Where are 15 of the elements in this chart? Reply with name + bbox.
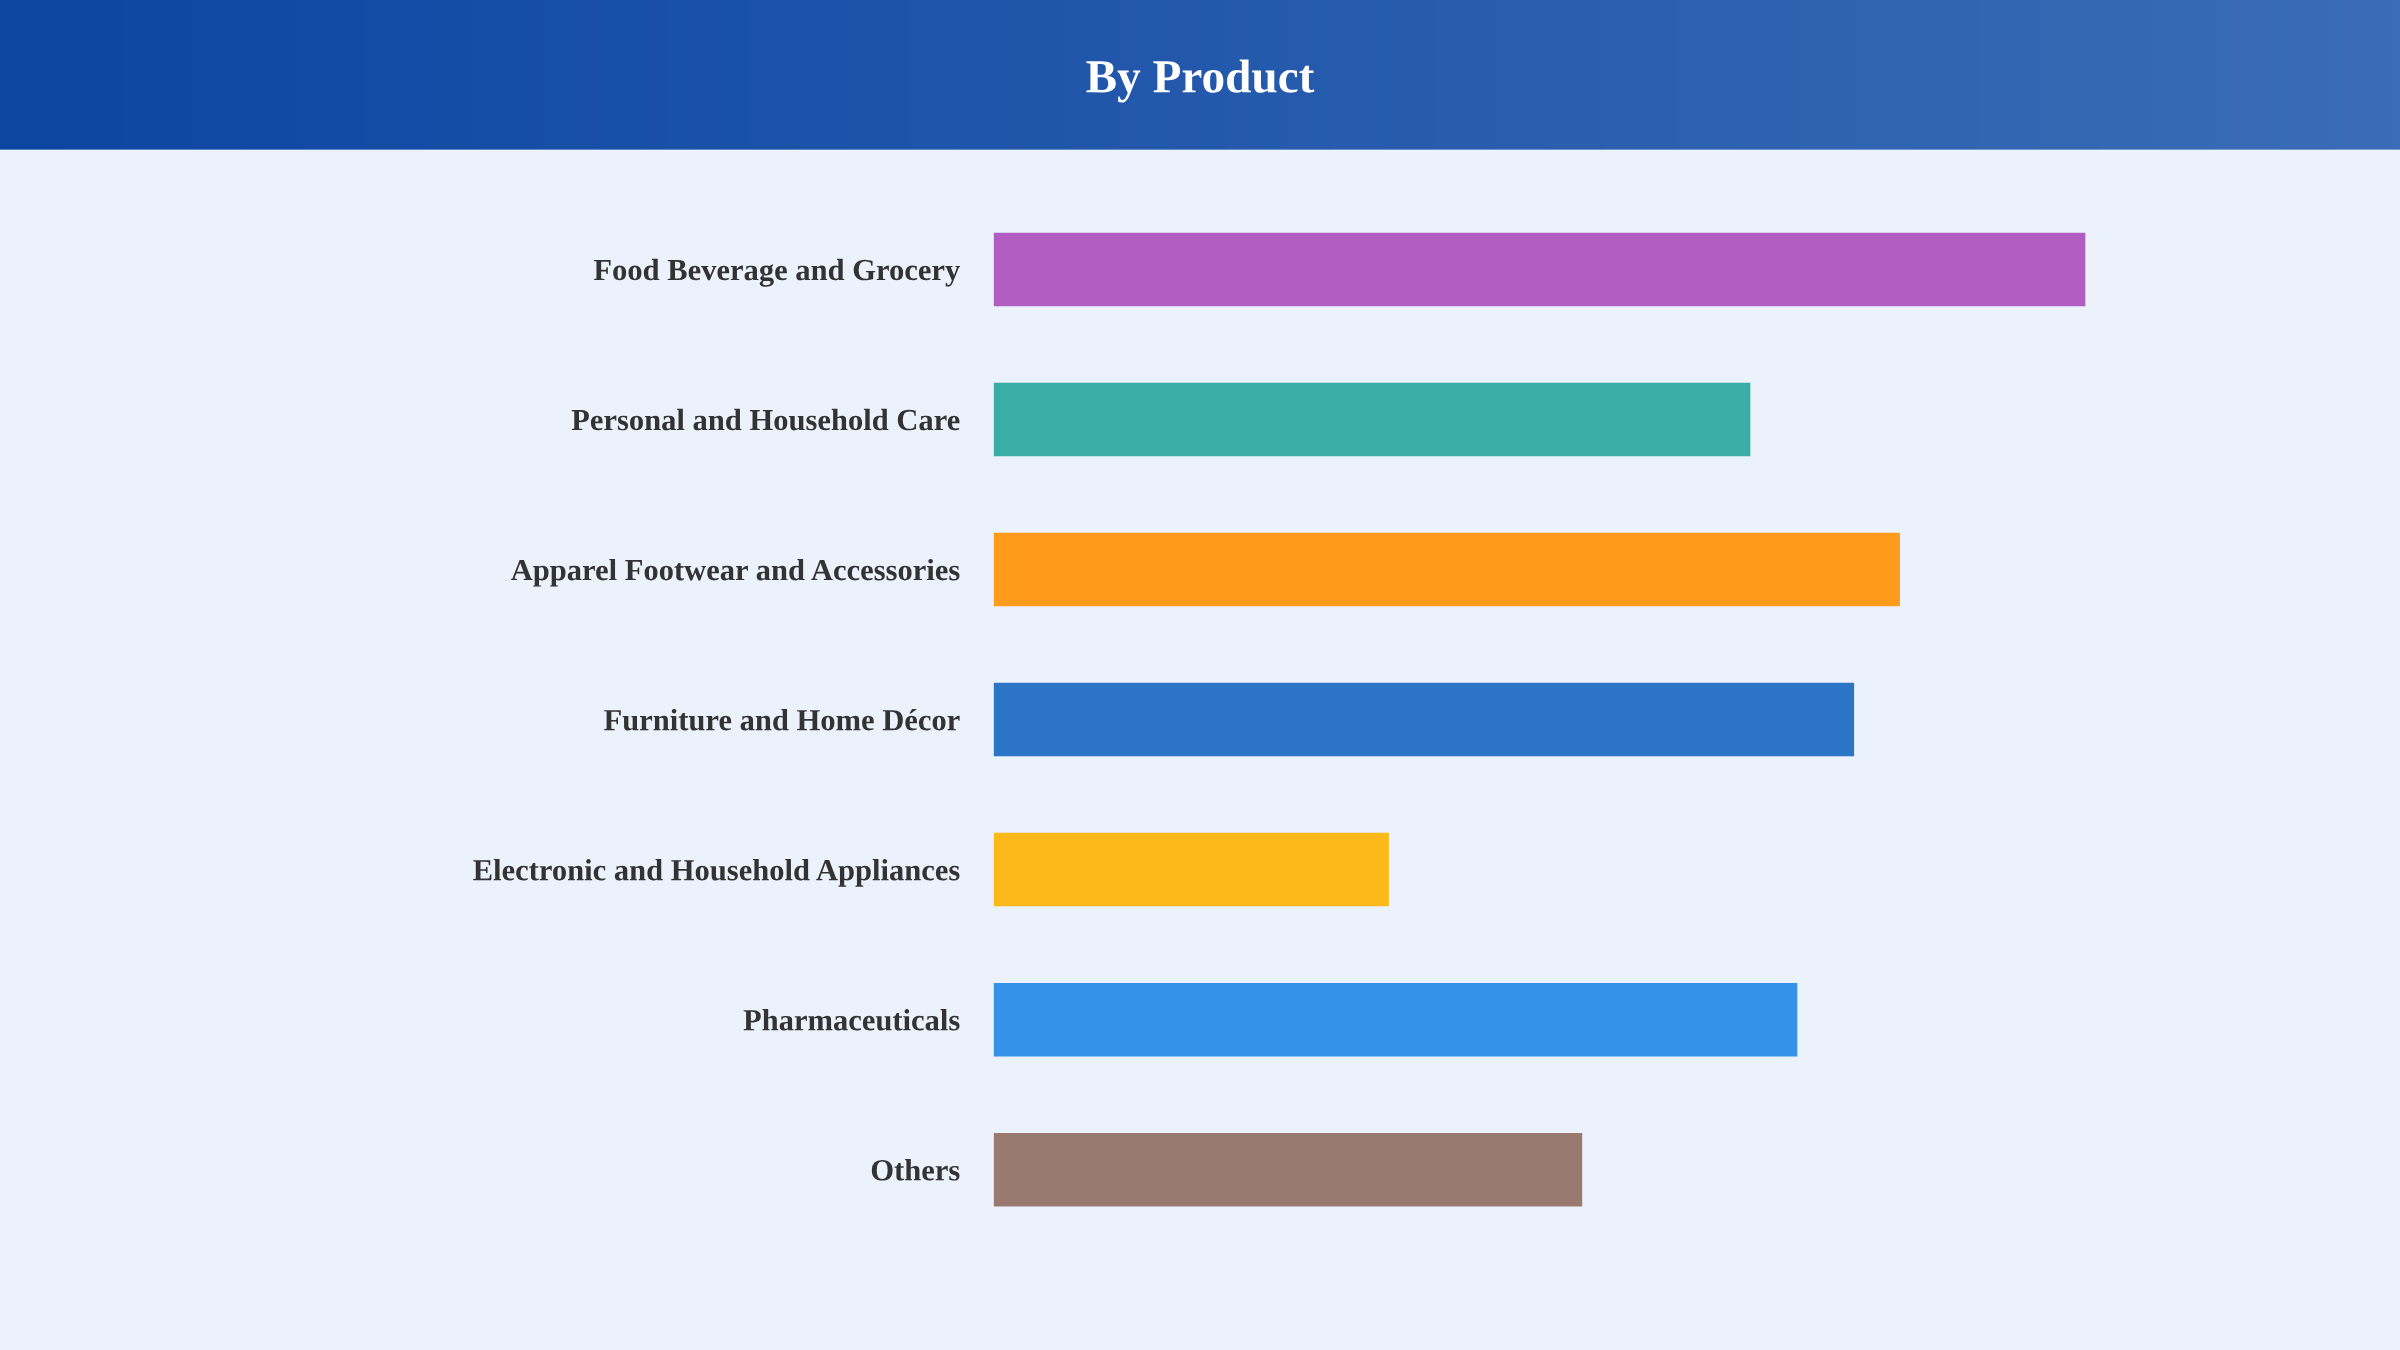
y-tick-label: Food Beverage and Grocery: [593, 258, 960, 287]
y-tick-label: Pharmaceuticals: [743, 1009, 960, 1031]
bar: [993, 682, 1855, 757]
bar: [993, 1132, 1583, 1207]
bar: [993, 232, 2086, 307]
y-tick-label: Personal and Household Care: [571, 408, 960, 431]
chart-title: By Product: [1086, 59, 1315, 103]
bar: [993, 982, 1798, 1057]
y-tick-label: Electronic and Household Appliances: [473, 858, 960, 887]
y-tick-label: Furniture and Home Décor: [604, 708, 960, 731]
bar: [993, 832, 1389, 907]
y-tick-label: Others: [871, 1159, 960, 1181]
y-tick-label: Apparel Footwear and Accessories: [511, 558, 960, 587]
bar: [993, 382, 1751, 457]
bar: [993, 532, 1900, 607]
